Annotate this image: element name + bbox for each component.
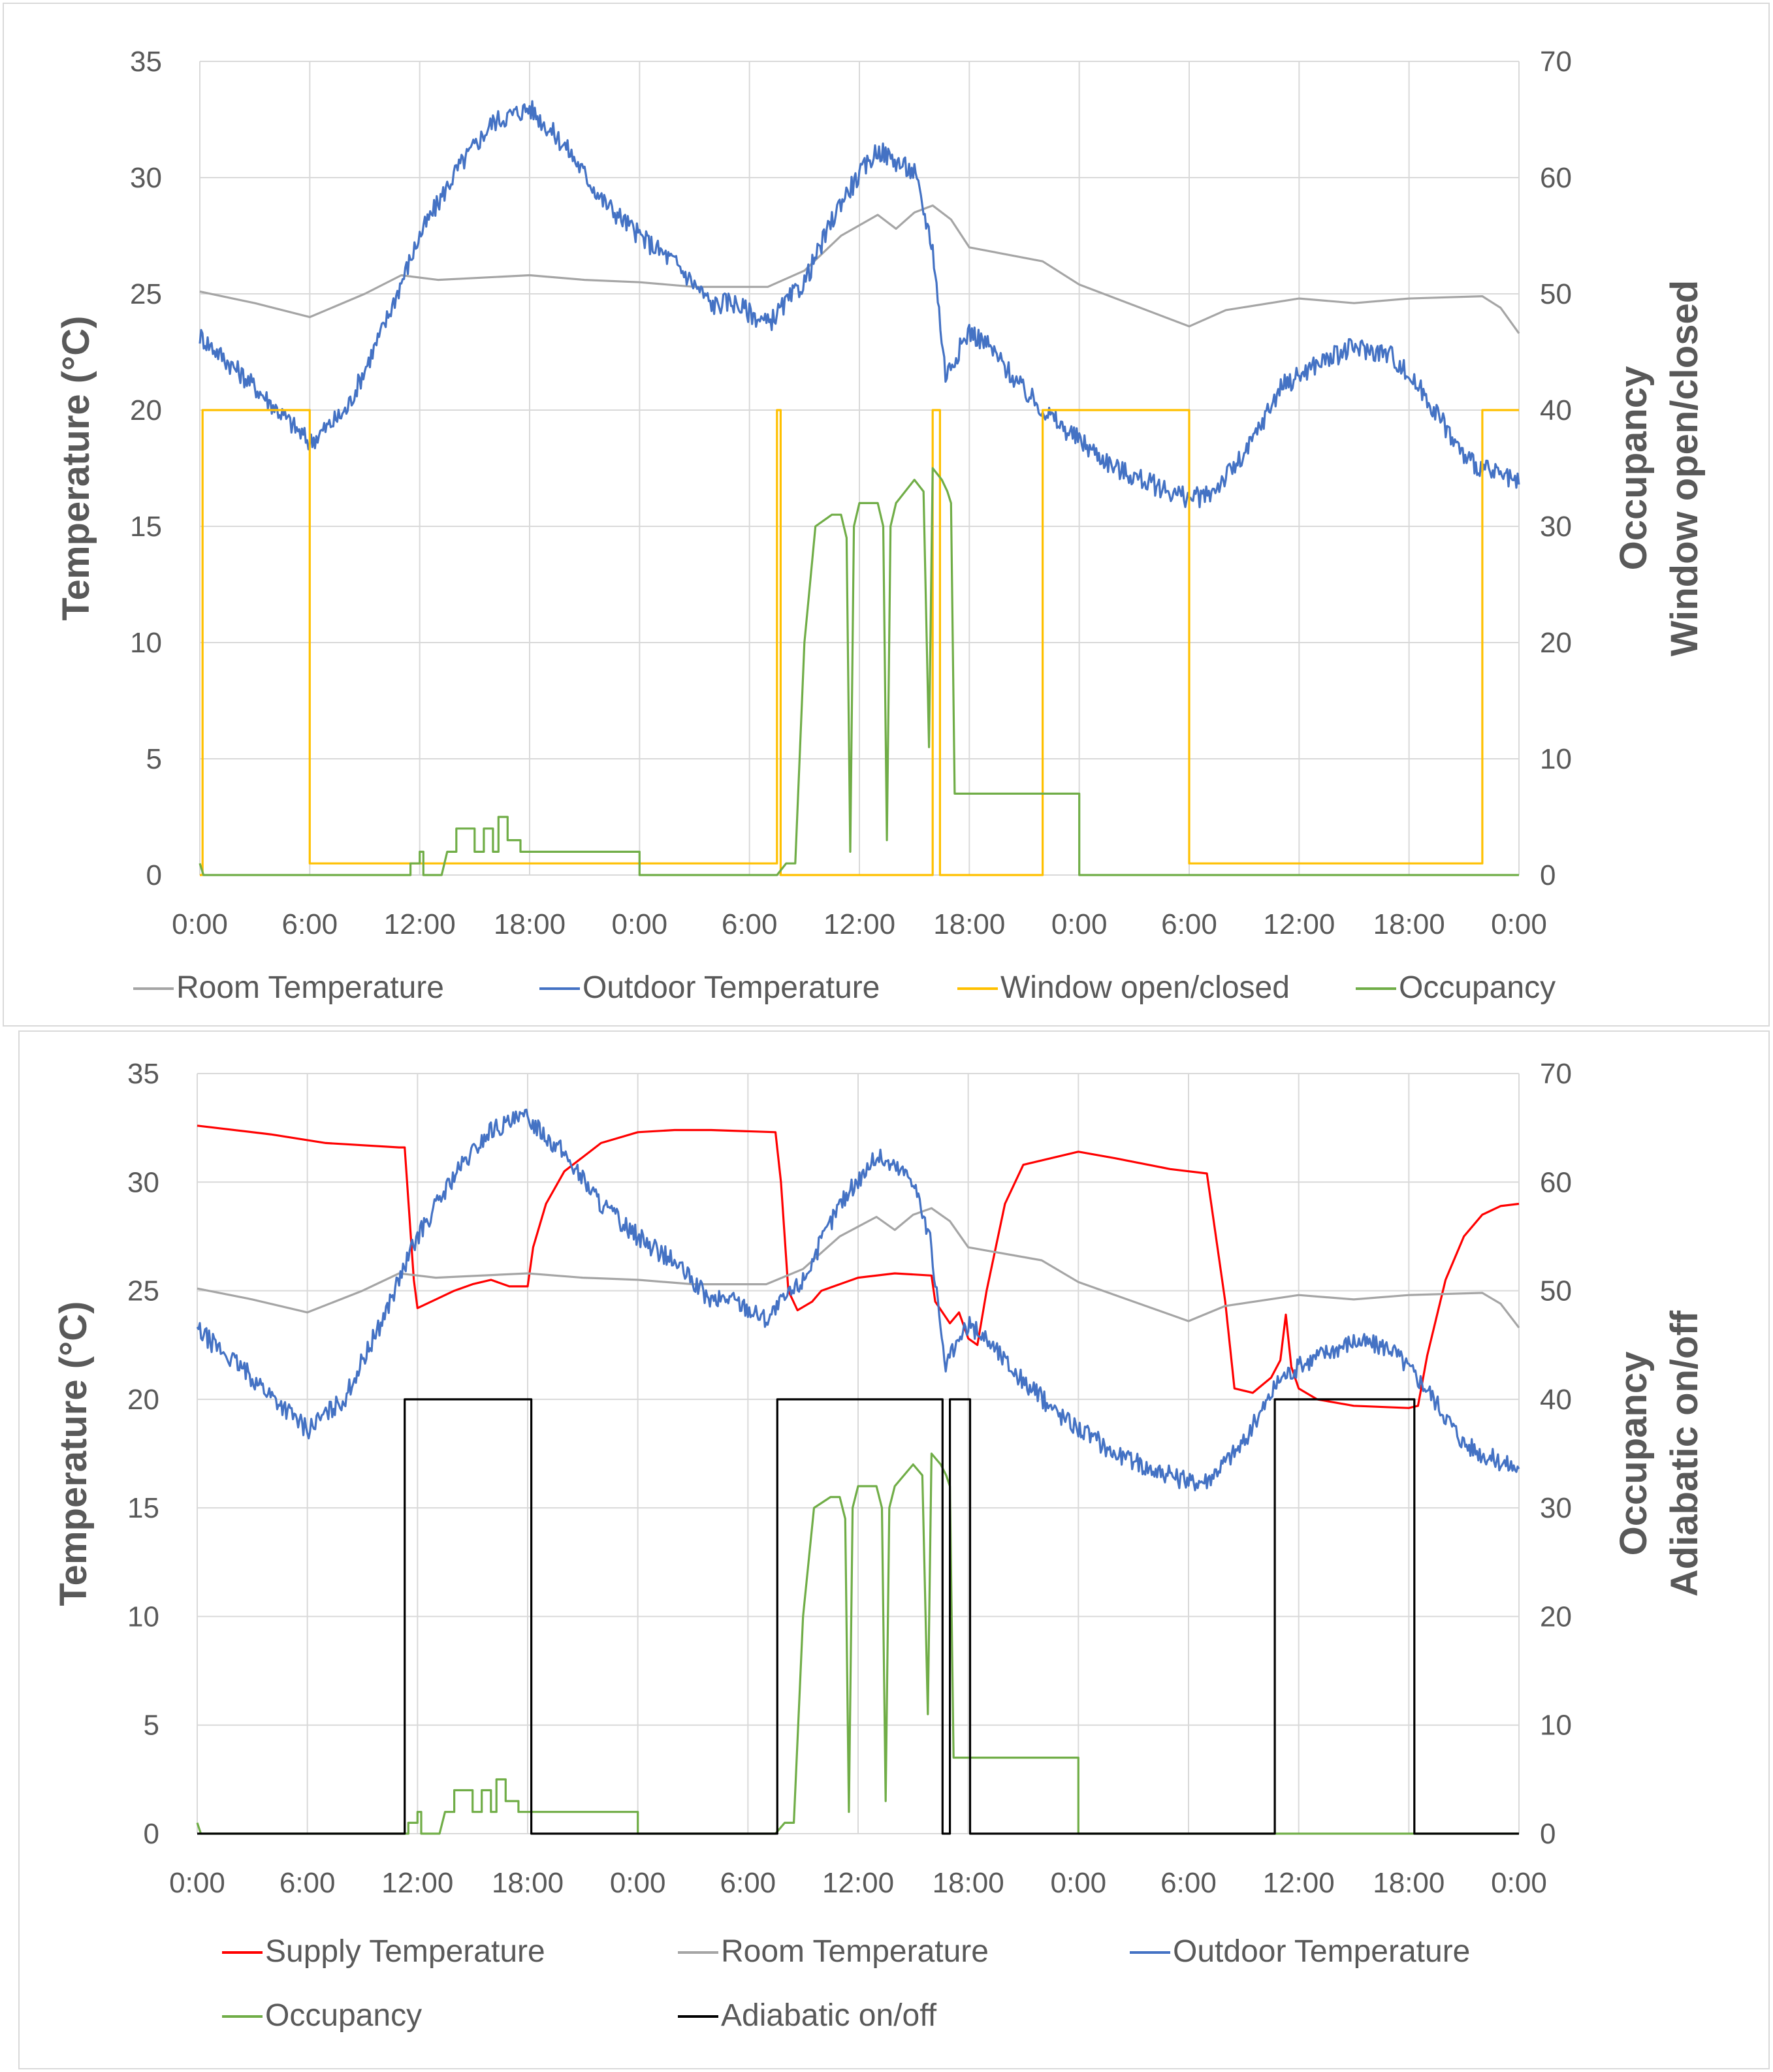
x-tick-label: 12:00	[823, 908, 895, 940]
y-tick-label: 0	[144, 1818, 159, 1850]
x-tick-label: 0:00	[610, 1867, 666, 1899]
y2-tick-label: 30	[1540, 1492, 1572, 1524]
legend-label-occupancy: Occupancy	[1399, 970, 1556, 1005]
y2-tick-label: 0	[1540, 1818, 1556, 1850]
y2-axis-title-line1: Occupancy	[1612, 1352, 1655, 1556]
x-tick-label: 0:00	[1051, 1867, 1107, 1899]
y2-axis-title-line1: Occupancy	[1612, 366, 1655, 571]
x-tick-label: 6:00	[720, 1867, 776, 1899]
y-tick-label: 15	[130, 511, 162, 543]
y2-axis-title-line2: Adiabatic on/off	[1663, 1310, 1706, 1597]
y-tick-label: 5	[144, 1710, 159, 1742]
y-tick-label: 0	[146, 859, 162, 891]
x-tick-label: 12:00	[381, 1867, 453, 1899]
x-tick-label: 12:00	[822, 1867, 894, 1899]
x-tick-label: 6:00	[282, 908, 338, 940]
y-tick-label: 20	[127, 1384, 159, 1416]
series-line-window-open-closed	[200, 409, 1519, 876]
x-tick-label: 6:00	[1161, 908, 1217, 940]
series-line-room-temperature	[197, 1207, 1520, 1329]
x-tick-label: 12:00	[384, 908, 456, 940]
legend-label-occupancy: Occupancy	[265, 1998, 422, 2033]
x-tick-label: 0:00	[612, 908, 668, 940]
x-tick-label: 18:00	[1373, 908, 1445, 940]
x-tick-label: 12:00	[1263, 908, 1335, 940]
y2-tick-label: 10	[1540, 1710, 1572, 1742]
series-line-occupancy	[199, 467, 1519, 876]
y-tick-label: 35	[127, 1058, 159, 1090]
legend-label-room-temperature: Room Temperature	[721, 1934, 989, 1969]
series-line-supply-temperature	[197, 1124, 1520, 1409]
legend-label-room-temperature: Room Temperature	[176, 970, 444, 1005]
y2-tick-label: 70	[1540, 1058, 1572, 1090]
y2-tick-label: 50	[1540, 278, 1572, 310]
y2-tick-label: 60	[1540, 1166, 1572, 1198]
chart-panel-bottom: 0 5 10 15 20 25 30 35 0 10 20 30 40 50 60 70 0:00 6:00 12:…	[18, 1030, 1770, 2069]
y2-tick-label: 10	[1540, 743, 1572, 775]
y-tick-label: 25	[127, 1275, 159, 1307]
x-tick-label: 6:00	[722, 908, 778, 940]
y2-tick-label: 20	[1540, 627, 1572, 659]
series-line-outdoor-temperature	[196, 1108, 1520, 1491]
y2-tick-label: 40	[1540, 394, 1572, 426]
legend-label-adiabatic-on-off: Adiabatic on/off	[721, 1998, 937, 2033]
series-line-adiabatic-on-off	[197, 1398, 1519, 1835]
x-tick-label: 0:00	[1051, 908, 1108, 940]
x-tick-label: 18:00	[1373, 1867, 1445, 1899]
y-tick-label: 35	[130, 46, 162, 78]
chart-bottom: 0 5 10 15 20 25 30 35 0 10 20 30 40 50 60 70 0:00 6:00 12:…	[52, 1058, 1706, 2033]
y-tick-label: 10	[127, 1601, 159, 1633]
y2-tick-label: 60	[1540, 162, 1572, 194]
x-tick-label: 18:00	[494, 908, 566, 940]
y2-tick-label: 50	[1540, 1275, 1572, 1307]
x-tick-label: 0:00	[169, 1867, 225, 1899]
x-tick-label: 6:00	[280, 1867, 336, 1899]
x-tick-label: 0:00	[172, 908, 228, 940]
y2-tick-label: 20	[1540, 1601, 1572, 1633]
x-tick-label: 18:00	[933, 908, 1005, 940]
chart-top: 0 5 10 15 20 25 30 35 0 10 20 30 40 50 60 70 0:00 6:00 12:…	[55, 46, 1706, 1005]
x-tick-label: 18:00	[933, 1867, 1004, 1899]
x-tick-label: 6:00	[1160, 1867, 1217, 1899]
y-tick-label: 15	[127, 1492, 159, 1524]
y-tick-label: 30	[130, 162, 162, 194]
legend-label-outdoor-temperature: Outdoor Temperature	[583, 970, 880, 1005]
x-tick-label: 18:00	[492, 1867, 564, 1899]
x-tick-label: 0:00	[1491, 908, 1547, 940]
series-line-occupancy	[196, 1452, 1519, 1835]
legend-label-window-open-closed: Window open/closed	[1000, 970, 1290, 1005]
legend-label-outdoor-temperature: Outdoor Temperature	[1173, 1934, 1470, 1969]
y2-tick-label: 40	[1540, 1384, 1572, 1416]
series-line-room-temperature	[199, 204, 1520, 334]
x-tick-label: 12:00	[1263, 1867, 1335, 1899]
y-tick-label: 5	[146, 743, 162, 775]
y2-tick-label: 30	[1540, 511, 1572, 543]
y2-tick-label: 70	[1540, 46, 1572, 78]
y-tick-label: 25	[130, 278, 162, 310]
y-axis-title: Temperature (°C)	[55, 316, 97, 621]
y2-tick-label: 0	[1540, 859, 1556, 891]
y2-axis-title-line2: Window open/closed	[1663, 280, 1706, 656]
y-tick-label: 10	[130, 627, 162, 659]
y-tick-label: 20	[130, 394, 162, 426]
x-tick-label: 0:00	[1491, 1867, 1547, 1899]
legend-label-supply-temperature: Supply Temperature	[265, 1934, 545, 1969]
y-axis-title: Temperature (°C)	[52, 1301, 95, 1606]
chart-panel-top: 0 5 10 15 20 25 30 35 0 10 20 30 40 50 60 70 0:00 6:00 12:…	[3, 3, 1770, 1027]
y-tick-label: 30	[127, 1166, 159, 1198]
series-line-outdoor-temperature	[199, 100, 1520, 509]
